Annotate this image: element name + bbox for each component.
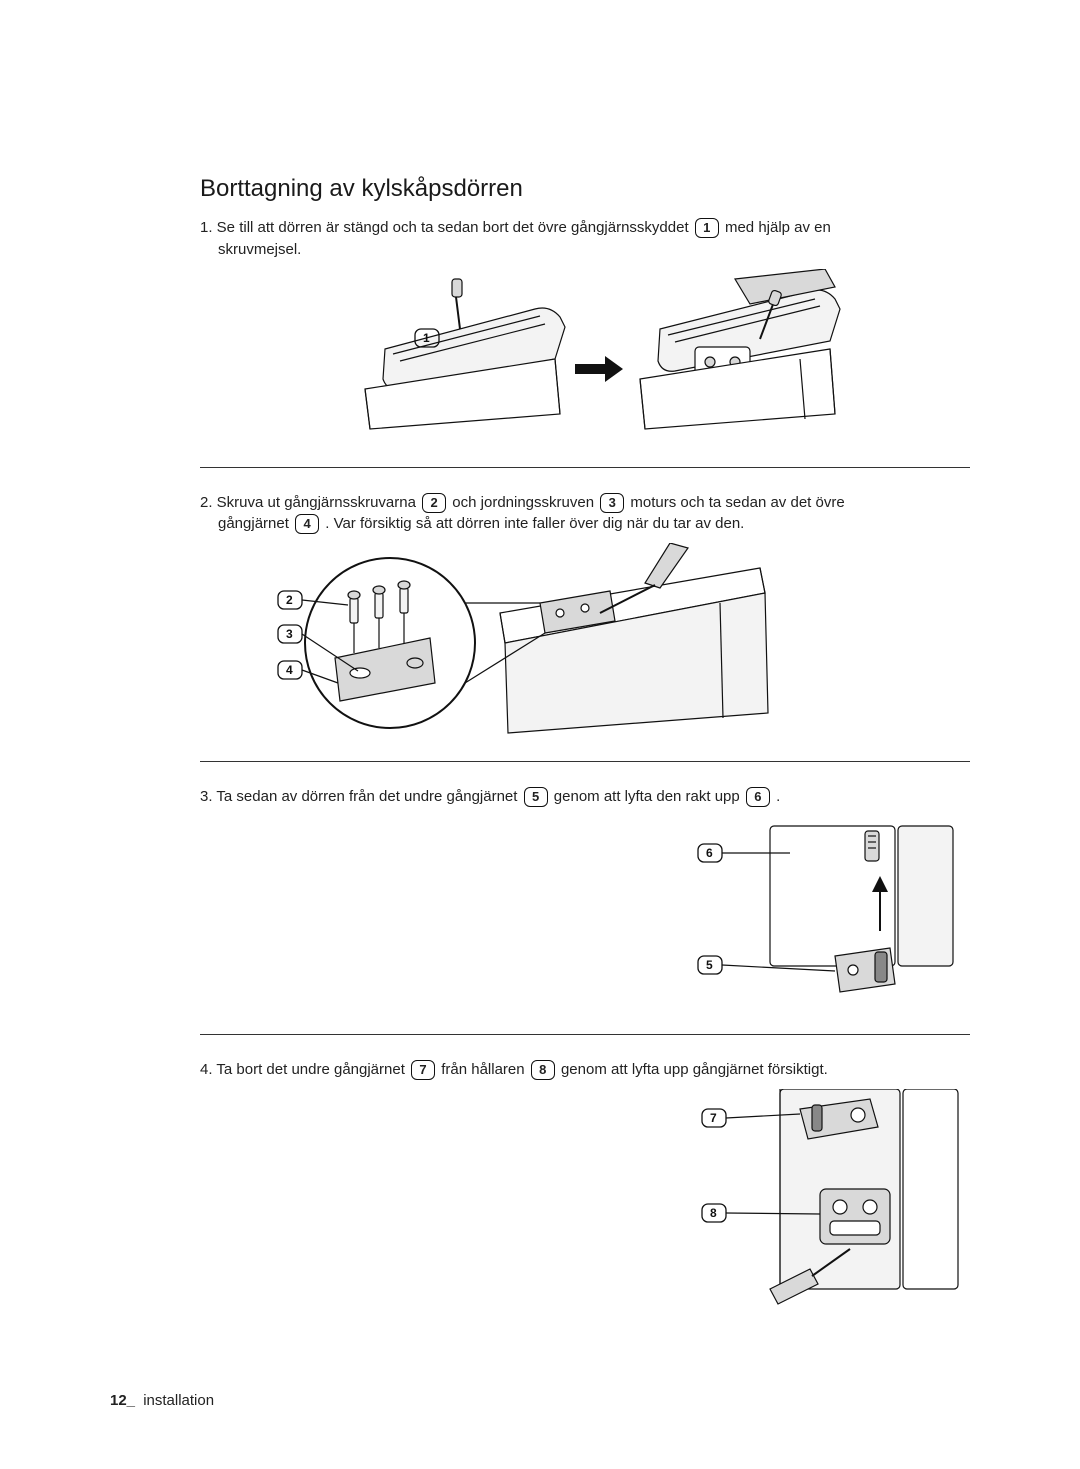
callout-3: 3 [286,627,293,641]
callout-5: 5 [706,958,713,972]
step-2-line2b: . Var försiktig så att dörren inte falle… [325,515,744,532]
marker-4: 4 [295,514,319,534]
section-heading: Borttagning av kylskåpsdörren [200,175,970,203]
callout-6: 6 [706,846,713,860]
step-1-line2: skruvmejsel. [200,241,301,258]
step-4-text-c: genom att lyfta upp gångjärnet försiktig… [561,1061,828,1078]
figure-4: 7 8 [200,1089,970,1309]
step-2-text-c: moturs och ta sedan av det övre [630,494,844,511]
divider-2 [200,761,970,762]
callout-8: 8 [710,1206,717,1220]
marker-2: 2 [422,493,446,513]
callout-7: 7 [710,1111,717,1125]
marker-3: 3 [600,493,624,513]
step-4: 4. Ta bort det undre gångjärnet 7 från h… [200,1059,970,1081]
callout-2: 2 [286,593,293,607]
divider-3 [200,1034,970,1035]
figure-3-svg: 6 5 [650,816,970,1016]
step-2-text-a: 2. Skruva ut gångjärnsskruvarna [200,494,420,511]
callout-4: 4 [286,663,293,677]
page-number: 12_ [110,1392,135,1409]
marker-8: 8 [531,1060,555,1080]
step-1-text-a: 1. Se till att dörren är stängd och ta s… [200,219,693,236]
marker-7: 7 [411,1060,435,1080]
marker-5: 5 [524,787,548,807]
step-1: 1. Se till att dörren är stängd och ta s… [200,217,970,261]
step-3-text-b: genom att lyfta den rakt upp [554,788,744,805]
step-3: 3. Ta sedan av dörren från det undre gån… [200,786,970,808]
step-2: 2. Skruva ut gångjärnsskruvarna 2 och jo… [200,492,970,536]
footer-label: installation [139,1392,214,1409]
callout-1: 1 [423,331,430,345]
step-2-text-b: och jordningsskruven [452,494,598,511]
figure-3: 6 5 [200,816,970,1016]
figure-1: 1 [200,269,970,449]
step-4-text-b: från hållaren [441,1061,529,1078]
step-1-text-b: med hjälp av en [725,219,831,236]
divider-1 [200,467,970,468]
figure-1-svg: 1 [305,269,865,449]
figure-2-svg: 2 3 4 [240,543,800,743]
figure-2: 2 3 4 [200,543,970,743]
marker-6: 6 [746,787,770,807]
step-3-text-a: 3. Ta sedan av dörren från det undre gån… [200,788,522,805]
step-2-line2a: gångjärnet [200,515,293,532]
marker-1: 1 [695,218,719,238]
step-4-text-a: 4. Ta bort det undre gångjärnet [200,1061,409,1078]
step-3-text-c: . [776,788,780,805]
figure-4-svg: 7 8 [650,1089,970,1309]
page-footer: 12_ installation [110,1392,214,1409]
